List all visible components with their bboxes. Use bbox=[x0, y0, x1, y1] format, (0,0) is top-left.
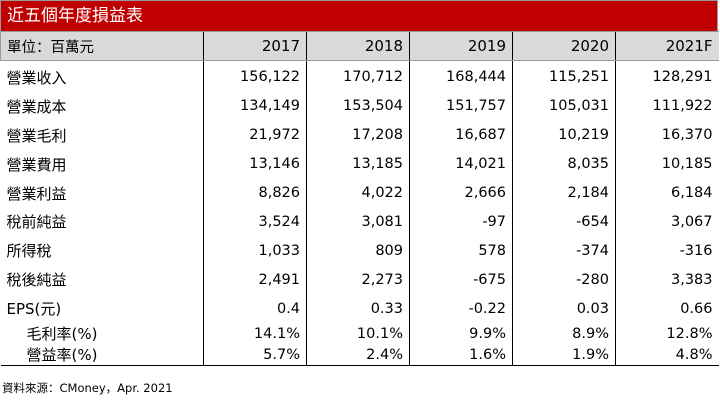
cell-value: -675 bbox=[409, 265, 513, 295]
cell-value: 10.1% bbox=[306, 323, 410, 345]
cell-value: -374 bbox=[512, 236, 616, 266]
cell-value: 14,021 bbox=[409, 149, 513, 179]
table-body: 營業收入 156,122 170,712 168,444 115,251 128,291 營… bbox=[0, 60, 719, 367]
cell-value: -654 bbox=[512, 207, 616, 237]
row-label: 所得稅 bbox=[6, 242, 52, 261]
cell-value: 2,491 bbox=[203, 265, 307, 295]
cell-value: 12.8% bbox=[615, 323, 719, 345]
cell-value: 16,370 bbox=[615, 120, 719, 150]
table-row: 營業利益 8,826 4,022 2,666 2,184 6,184 bbox=[1, 178, 719, 208]
row-label: 營業費用 bbox=[6, 155, 67, 174]
header-row: 單位：百萬元 2017 2018 2019 2020 2021F bbox=[0, 31, 719, 61]
year-header: 2019 bbox=[409, 31, 513, 61]
cell-value: 4.8% bbox=[615, 344, 719, 367]
year-header: 2017 bbox=[203, 31, 307, 61]
table-title: 近五個年度損益表 bbox=[0, 0, 718, 31]
cell-value: 6,184 bbox=[615, 178, 719, 208]
cell-value: 156,122 bbox=[203, 60, 307, 92]
row-label: EPS(元) bbox=[6, 300, 62, 319]
table-row: 毛利率(%) 14.1% 10.1% 9.9% 8.9% 12.8% bbox=[1, 323, 719, 345]
cell-value: 578 bbox=[409, 236, 513, 266]
row-label: 稅後純益 bbox=[6, 271, 67, 290]
cell-value: 10,219 bbox=[512, 120, 616, 150]
cell-value: 5.7% bbox=[203, 344, 307, 367]
cell-value: 151,757 bbox=[409, 91, 513, 121]
row-label: 稅前純益 bbox=[6, 213, 67, 232]
cell-value: 17,208 bbox=[306, 120, 410, 150]
source-note: 資料來源：CMoney，Apr. 2021 bbox=[2, 381, 173, 395]
cell-value: 134,149 bbox=[203, 91, 307, 121]
table-row: 營業毛利 21,972 17,208 16,687 10,219 16,370 bbox=[1, 120, 719, 150]
income-table: 單位：百萬元 2017 2018 2019 2020 2021F 營業收入 156… bbox=[0, 31, 719, 367]
cell-value: 14.1% bbox=[203, 323, 307, 345]
cell-value: 8,826 bbox=[203, 178, 307, 208]
cell-value: 153,504 bbox=[306, 91, 410, 121]
cell-value: 0.66 bbox=[615, 294, 719, 324]
year-header: 2021F bbox=[615, 31, 719, 61]
cell-value: 0.03 bbox=[512, 294, 616, 324]
cell-value: 809 bbox=[306, 236, 410, 266]
income-statement: 近五個年度損益表 單位：百萬元 2017 2018 2019 2020 2021… bbox=[0, 0, 719, 395]
cell-value: 16,687 bbox=[409, 120, 513, 150]
row-label: 營業成本 bbox=[6, 97, 67, 116]
cell-value: 8.9% bbox=[512, 323, 616, 345]
cell-value: 13,146 bbox=[203, 149, 307, 179]
cell-value: 1.9% bbox=[512, 344, 616, 367]
year-header: 2020 bbox=[512, 31, 616, 61]
cell-value: 168,444 bbox=[409, 60, 513, 92]
cell-value: 105,031 bbox=[512, 91, 616, 121]
cell-value: -316 bbox=[615, 236, 719, 266]
row-label: 營業毛利 bbox=[6, 126, 67, 145]
cell-value: 8,035 bbox=[512, 149, 616, 179]
table-row: 營業費用 13,146 13,185 14,021 8,035 10,185 bbox=[1, 149, 719, 179]
unit-label: 單位：百萬元 bbox=[0, 31, 204, 61]
table-row: EPS(元) 0.4 0.33 -0.22 0.03 0.66 bbox=[1, 294, 719, 324]
cell-value: 3,524 bbox=[203, 207, 307, 237]
cell-value: 1,033 bbox=[203, 236, 307, 266]
cell-value: 9.9% bbox=[409, 323, 513, 345]
cell-value: 2.4% bbox=[306, 344, 410, 367]
cell-value: 2,666 bbox=[409, 178, 513, 208]
row-label: 營益率(%) bbox=[0, 344, 204, 367]
cell-value: 0.4 bbox=[203, 294, 307, 324]
cell-value: 111,922 bbox=[615, 91, 719, 121]
cell-value: 3,067 bbox=[615, 207, 719, 237]
year-header: 2018 bbox=[306, 31, 410, 61]
table-row: 所得稅 1,033 809 578 -374 -316 bbox=[1, 236, 719, 266]
cell-value: 1.6% bbox=[409, 344, 513, 367]
cell-value: 170,712 bbox=[306, 60, 410, 92]
table-row: 營業成本 134,149 153,504 151,757 105,031 111,922 bbox=[1, 91, 719, 121]
cell-value: 10,185 bbox=[615, 149, 719, 179]
row-label: 營業利益 bbox=[6, 184, 67, 203]
cell-value: 128,291 bbox=[615, 60, 719, 92]
table-row: 營益率(%) 5.7% 2.4% 1.6% 1.9% 4.8% bbox=[0, 344, 719, 367]
cell-value: 2,273 bbox=[306, 265, 410, 295]
cell-value: 115,251 bbox=[512, 60, 616, 92]
cell-value: 13,185 bbox=[306, 149, 410, 179]
table-row: 營業收入 156,122 170,712 168,444 115,251 128,291 bbox=[1, 60, 719, 92]
cell-value: 0.33 bbox=[306, 294, 410, 324]
table-row: 稅前純益 3,524 3,081 -97 -654 3,067 bbox=[1, 207, 719, 237]
cell-value: -97 bbox=[409, 207, 513, 237]
cell-value: 2,184 bbox=[512, 178, 616, 208]
table-row: 稅後純益 2,491 2,273 -675 -280 3,383 bbox=[1, 265, 719, 295]
cell-value: -280 bbox=[512, 265, 616, 295]
row-label: 營業收入 bbox=[6, 68, 67, 87]
cell-value: 4,022 bbox=[306, 178, 410, 208]
cell-value: 3,383 bbox=[615, 265, 719, 295]
cell-value: 21,972 bbox=[203, 120, 307, 150]
cell-value: 3,081 bbox=[306, 207, 410, 237]
row-label: 毛利率(%) bbox=[26, 325, 98, 344]
cell-value: -0.22 bbox=[409, 294, 513, 324]
